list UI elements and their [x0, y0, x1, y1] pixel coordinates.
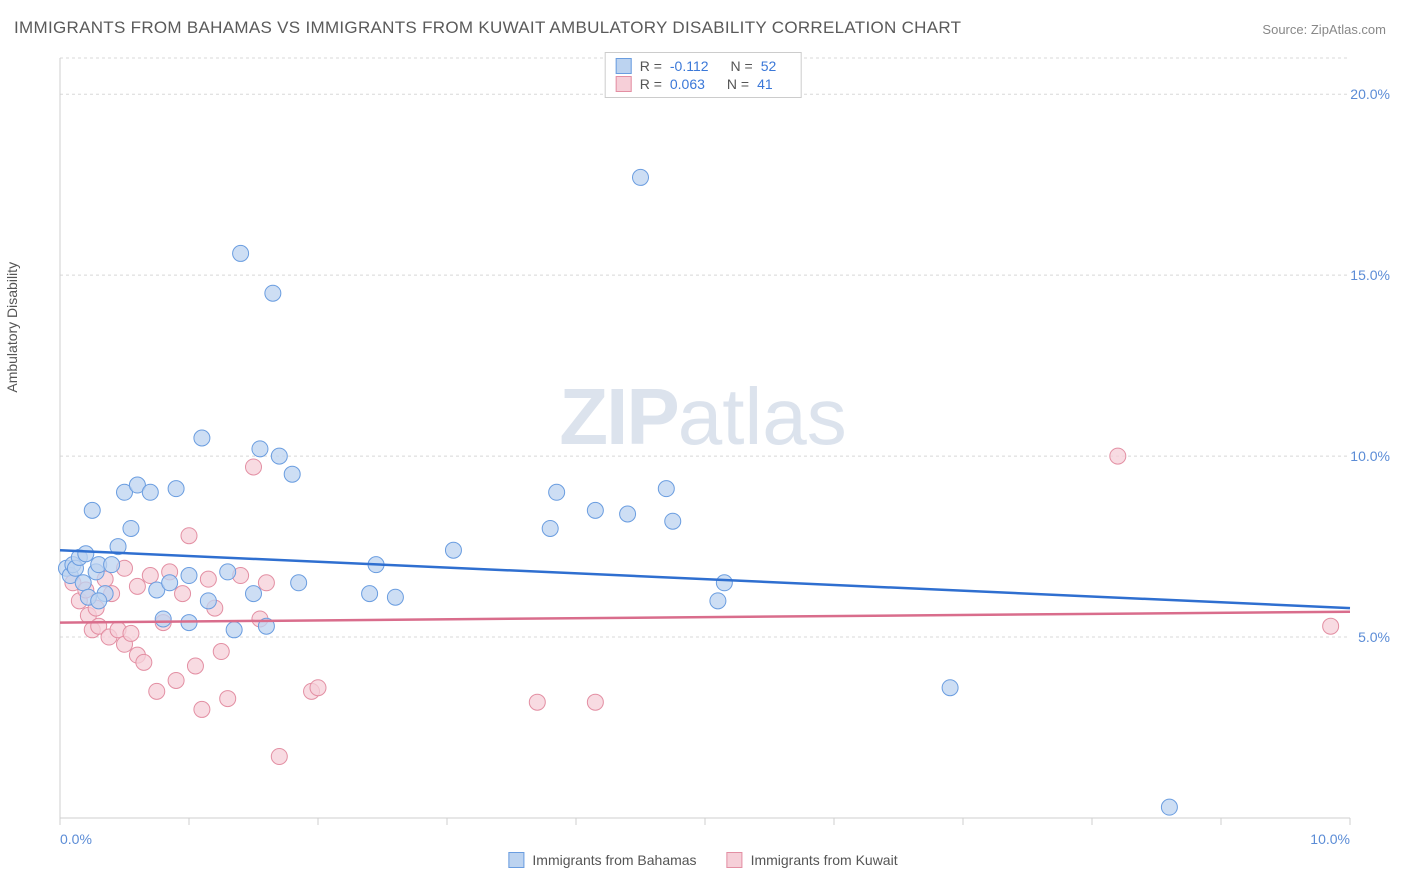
chart-container: Ambulatory Disability ZIPatlas 0.0%10.0%… [14, 48, 1392, 868]
svg-text:5.0%: 5.0% [1358, 629, 1390, 645]
n-value-0: 52 [761, 58, 777, 74]
source-label: Source: [1262, 22, 1307, 37]
correlation-legend: R = -0.112 N = 52 R = 0.063 N = 41 [605, 52, 802, 98]
source-link[interactable]: ZipAtlas.com [1311, 22, 1386, 37]
n-label-0: N = [731, 58, 753, 74]
legend-row-bahamas: R = -0.112 N = 52 [616, 57, 791, 75]
y-axis-label: Ambulatory Disability [4, 262, 20, 393]
swatch-bahamas [616, 58, 632, 74]
source-attribution: Source: ZipAtlas.com [1262, 22, 1386, 37]
r-label-0: R = [640, 58, 662, 74]
svg-text:15.0%: 15.0% [1350, 267, 1390, 283]
legend-item-bahamas: Immigrants from Bahamas [508, 852, 696, 868]
legend-label-kuwait: Immigrants from Kuwait [751, 852, 898, 868]
legend-swatch-kuwait [727, 852, 743, 868]
legend-item-kuwait: Immigrants from Kuwait [727, 852, 898, 868]
r-value-0: -0.112 [670, 58, 709, 74]
scatter-plot: 0.0% 10.0% 5.0% 10.0% 15.0% 20.0% [14, 48, 1392, 848]
svg-text:20.0%: 20.0% [1350, 86, 1390, 102]
svg-text:0.0%: 0.0% [60, 831, 92, 847]
swatch-kuwait [616, 76, 632, 92]
legend-swatch-bahamas [508, 852, 524, 868]
n-value-1: 41 [757, 76, 773, 92]
chart-title: IMMIGRANTS FROM BAHAMAS VS IMMIGRANTS FR… [14, 18, 961, 38]
svg-text:10.0%: 10.0% [1350, 448, 1390, 464]
svg-text:10.0%: 10.0% [1310, 831, 1350, 847]
r-value-1: 0.063 [670, 76, 705, 92]
n-label-1: N = [727, 76, 749, 92]
r-label-1: R = [640, 76, 662, 92]
legend-label-bahamas: Immigrants from Bahamas [532, 852, 696, 868]
series-legend: Immigrants from Bahamas Immigrants from … [508, 852, 897, 868]
legend-row-kuwait: R = 0.063 N = 41 [616, 75, 791, 93]
